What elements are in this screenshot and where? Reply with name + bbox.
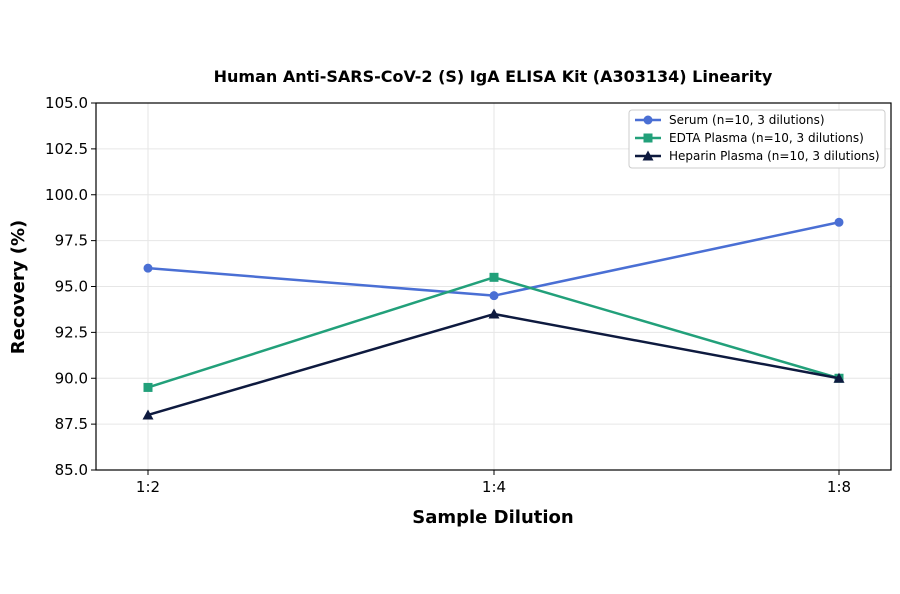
data-point bbox=[142, 409, 154, 420]
y-tick-label: 102.5 bbox=[45, 140, 88, 158]
data-point bbox=[489, 291, 499, 301]
y-tick-label: 85.0 bbox=[55, 461, 88, 479]
legend-label: Heparin Plasma (n=10, 3 dilutions) bbox=[669, 149, 880, 163]
y-tick-label: 90.0 bbox=[55, 369, 88, 387]
legend-item: EDTA Plasma (n=10, 3 dilutions) bbox=[635, 131, 864, 145]
y-tick-label: 95.0 bbox=[55, 278, 88, 296]
legend-item: Serum (n=10, 3 dilutions) bbox=[635, 113, 825, 127]
legend-label: Serum (n=10, 3 dilutions) bbox=[669, 113, 825, 127]
legend-item: Heparin Plasma (n=10, 3 dilutions) bbox=[635, 149, 880, 163]
series-layer bbox=[142, 217, 845, 420]
data-point bbox=[143, 263, 153, 273]
y-tick-label: 100.0 bbox=[45, 186, 88, 204]
data-point bbox=[143, 382, 153, 392]
x-tick-label: 1:2 bbox=[136, 478, 160, 496]
legend-marker bbox=[642, 150, 654, 161]
y-tick-label: 97.5 bbox=[55, 232, 88, 250]
x-axis: 1:2 1:4 1:8 bbox=[136, 470, 851, 496]
y-tick-label: 87.5 bbox=[55, 415, 88, 433]
legend-marker bbox=[643, 133, 653, 143]
series-1 bbox=[143, 217, 844, 301]
chart-title: Human Anti-SARS-CoV-2 (S) IgA ELISA Kit … bbox=[214, 67, 773, 86]
data-point bbox=[834, 217, 844, 227]
series-3 bbox=[142, 308, 845, 420]
x-tick-label: 1:4 bbox=[482, 478, 506, 496]
legend-label: EDTA Plasma (n=10, 3 dilutions) bbox=[669, 131, 864, 145]
data-point bbox=[833, 372, 845, 383]
y-tick-label: 92.5 bbox=[55, 323, 88, 341]
data-point bbox=[489, 272, 499, 282]
legend-box bbox=[628, 109, 886, 169]
x-axis-label: Sample Dilution bbox=[412, 507, 573, 528]
y-axis: 85.0 87.5 90.0 92.5 95.0 97.5 100.0 102.5 105.0 bbox=[45, 94, 96, 479]
y-axis-label: Recovery (%) bbox=[8, 220, 29, 354]
x-tick-label: 1:8 bbox=[827, 478, 851, 496]
legend-marker bbox=[643, 115, 653, 125]
data-point bbox=[488, 308, 500, 319]
y-tick-label: 105.0 bbox=[45, 94, 88, 112]
legend: Serum (n=10, 3 dilutions) EDTA Plasma (n=… bbox=[628, 109, 886, 169]
